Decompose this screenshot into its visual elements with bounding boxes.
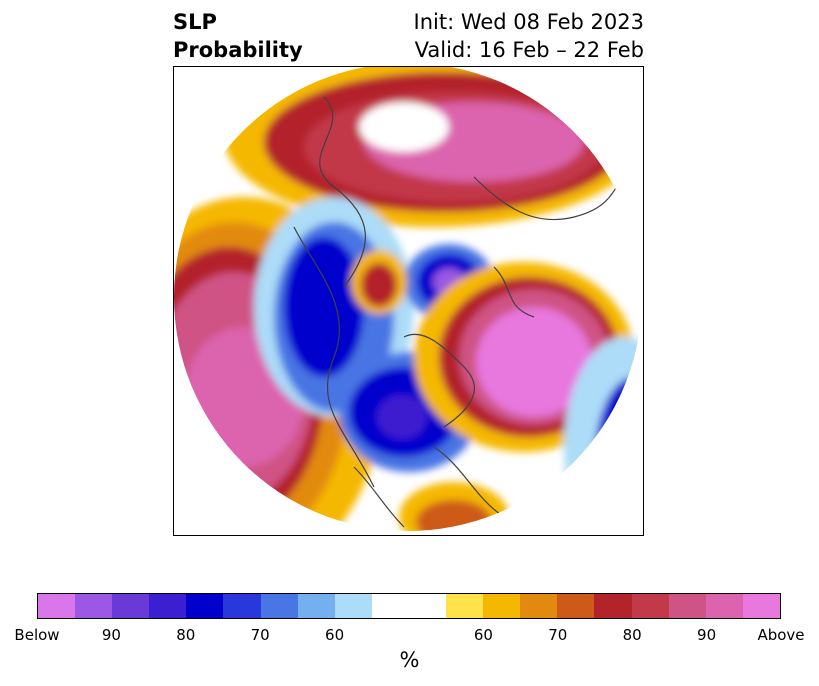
probability-map bbox=[174, 67, 642, 531]
colorbar-swatch bbox=[705, 594, 743, 618]
colorbar-tick-label: 70 bbox=[250, 626, 270, 644]
title-line-probability: Probability bbox=[173, 38, 303, 62]
colorbar-swatch bbox=[557, 594, 595, 618]
colorbar-swatch bbox=[520, 594, 558, 618]
coastlines bbox=[293, 96, 635, 528]
small-high-core bbox=[361, 263, 397, 307]
colorbar-tick-label: 80 bbox=[176, 626, 196, 644]
colorbar-swatch bbox=[186, 594, 224, 618]
atlantic-high-core bbox=[476, 307, 592, 417]
colorbar-swatch bbox=[38, 594, 76, 618]
colorbar-swatch bbox=[594, 594, 632, 618]
colorbar-swatch bbox=[75, 594, 113, 618]
colorbar-ticks: Below 90 80 70 60 60 70 80 90 Above bbox=[14, 626, 804, 646]
colorbar-tick-label: Below bbox=[14, 626, 60, 644]
neutral-band-north bbox=[359, 102, 449, 152]
colorbar-swatch bbox=[223, 594, 261, 618]
colorbar-swatch bbox=[371, 594, 409, 618]
colorbar-tick-label: Above bbox=[757, 626, 805, 644]
colorbar-swatch bbox=[483, 594, 521, 618]
colorbar-swatch bbox=[334, 594, 372, 618]
title-right: Init: Wed 08 Feb 2023 Valid: 16 Feb – 22… bbox=[414, 8, 644, 64]
init-date: Init: Wed 08 Feb 2023 bbox=[413, 10, 644, 34]
colorbar-tick-label: 70 bbox=[548, 626, 568, 644]
colorbar-swatch bbox=[112, 594, 150, 618]
colorbar-swatch bbox=[260, 594, 298, 618]
colorbar-tick-label: 90 bbox=[697, 626, 717, 644]
colorbar bbox=[37, 593, 781, 619]
south-high-core bbox=[416, 500, 492, 531]
colorbar-tick-label: 60 bbox=[473, 626, 493, 644]
colorbar-tick-label: 60 bbox=[325, 626, 345, 644]
valid-range: Valid: 16 Feb – 22 Feb bbox=[414, 38, 644, 62]
us-low-purple bbox=[377, 395, 427, 439]
title-left: SLP Probability bbox=[173, 8, 303, 64]
colorbar-tick-label: 80 bbox=[622, 626, 642, 644]
title-line-slp: SLP bbox=[173, 10, 217, 34]
colorbar-tick-label: 90 bbox=[101, 626, 121, 644]
colorbar-swatch bbox=[149, 594, 187, 618]
colorbar-swatch bbox=[742, 594, 780, 618]
colorbar-swatch bbox=[408, 594, 447, 618]
colorbar-swatch bbox=[446, 594, 484, 618]
colorbar-swatch bbox=[668, 594, 706, 618]
colorbar-swatch bbox=[631, 594, 669, 618]
map-panel bbox=[173, 66, 644, 536]
canada-low-core bbox=[284, 237, 364, 377]
colorbar-unit: % bbox=[399, 648, 420, 672]
colorbar-swatch bbox=[297, 594, 335, 618]
